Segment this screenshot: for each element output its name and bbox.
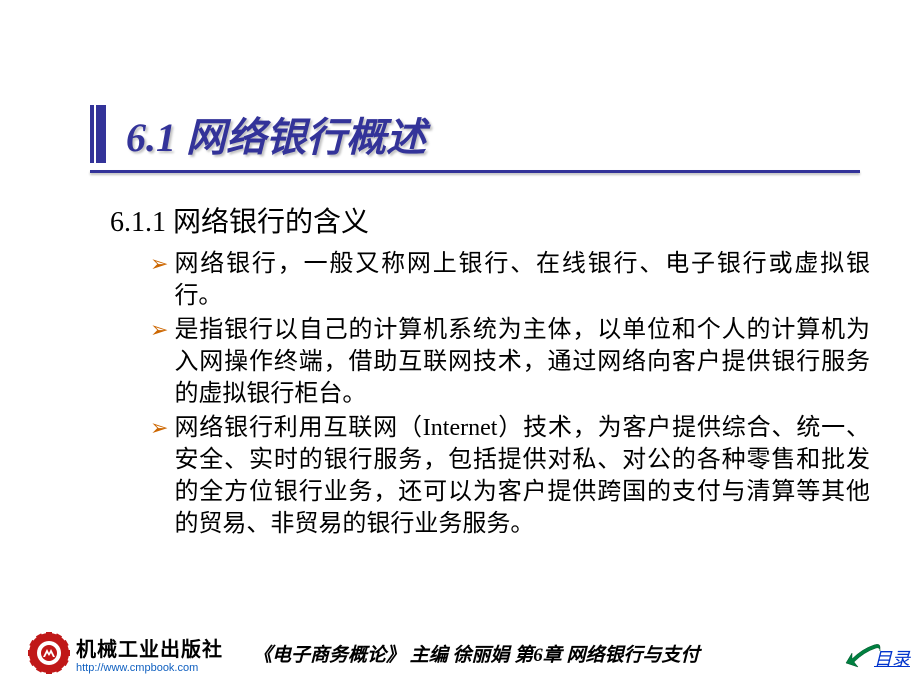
- publisher-name: 机械工业出版社: [76, 633, 223, 662]
- bullet-list: ➢ 网络银行，一般又称网上银行、在线银行、电子银行或虚拟银行。 ➢ 是指银行以自…: [150, 248, 870, 542]
- accent-bar-thin: [90, 105, 94, 163]
- publisher-text-block: 机械工业出版社 http://www.cmpbook.com: [76, 633, 223, 674]
- toc-label[interactable]: 目录: [874, 645, 910, 671]
- publisher-url: http://www.cmpbook.com: [76, 662, 223, 674]
- list-item: ➢ 网络银行，一般又称网上银行、在线银行、电子银行或虚拟银行。: [150, 248, 870, 312]
- publisher-gear-icon: [28, 632, 70, 674]
- slide-footer: 机械工业出版社 http://www.cmpbook.com 《电子商务概论》 …: [0, 628, 920, 678]
- slide-subtitle: 6.1.1 网络银行的含义: [110, 200, 369, 240]
- bullet-text: 是指银行以自己的计算机系统为主体，以单位和个人的计算机为入网操作终端，借助互联网…: [174, 314, 870, 410]
- slide-title-block: 6.1 网络银行概述: [90, 105, 426, 163]
- book-chapter-info: 《电子商务概论》 主编 徐丽娟 第6章 网络银行与支付: [253, 640, 700, 667]
- title-accent-bars: [90, 105, 108, 163]
- bullet-arrow-icon: ➢: [150, 248, 168, 280]
- bullet-text: 网络银行利用互联网（Internet）技术，为客户提供综合、统一、安全、实时的银…: [174, 412, 870, 540]
- publisher-logo-block: 机械工业出版社 http://www.cmpbook.com: [28, 632, 223, 674]
- bullet-arrow-icon: ➢: [150, 314, 168, 346]
- toc-link[interactable]: 目录: [844, 641, 910, 675]
- slide-title: 6.1 网络银行概述: [126, 105, 426, 163]
- bullet-arrow-icon: ➢: [150, 412, 168, 444]
- list-item: ➢ 是指银行以自己的计算机系统为主体，以单位和个人的计算机为入网操作终端，借助互…: [150, 314, 870, 410]
- title-underline: [90, 170, 860, 173]
- list-item: ➢ 网络银行利用互联网（Internet）技术，为客户提供综合、统一、安全、实时…: [150, 412, 870, 540]
- bullet-text: 网络银行，一般又称网上银行、在线银行、电子银行或虚拟银行。: [174, 248, 870, 312]
- accent-bar-thick: [96, 105, 106, 163]
